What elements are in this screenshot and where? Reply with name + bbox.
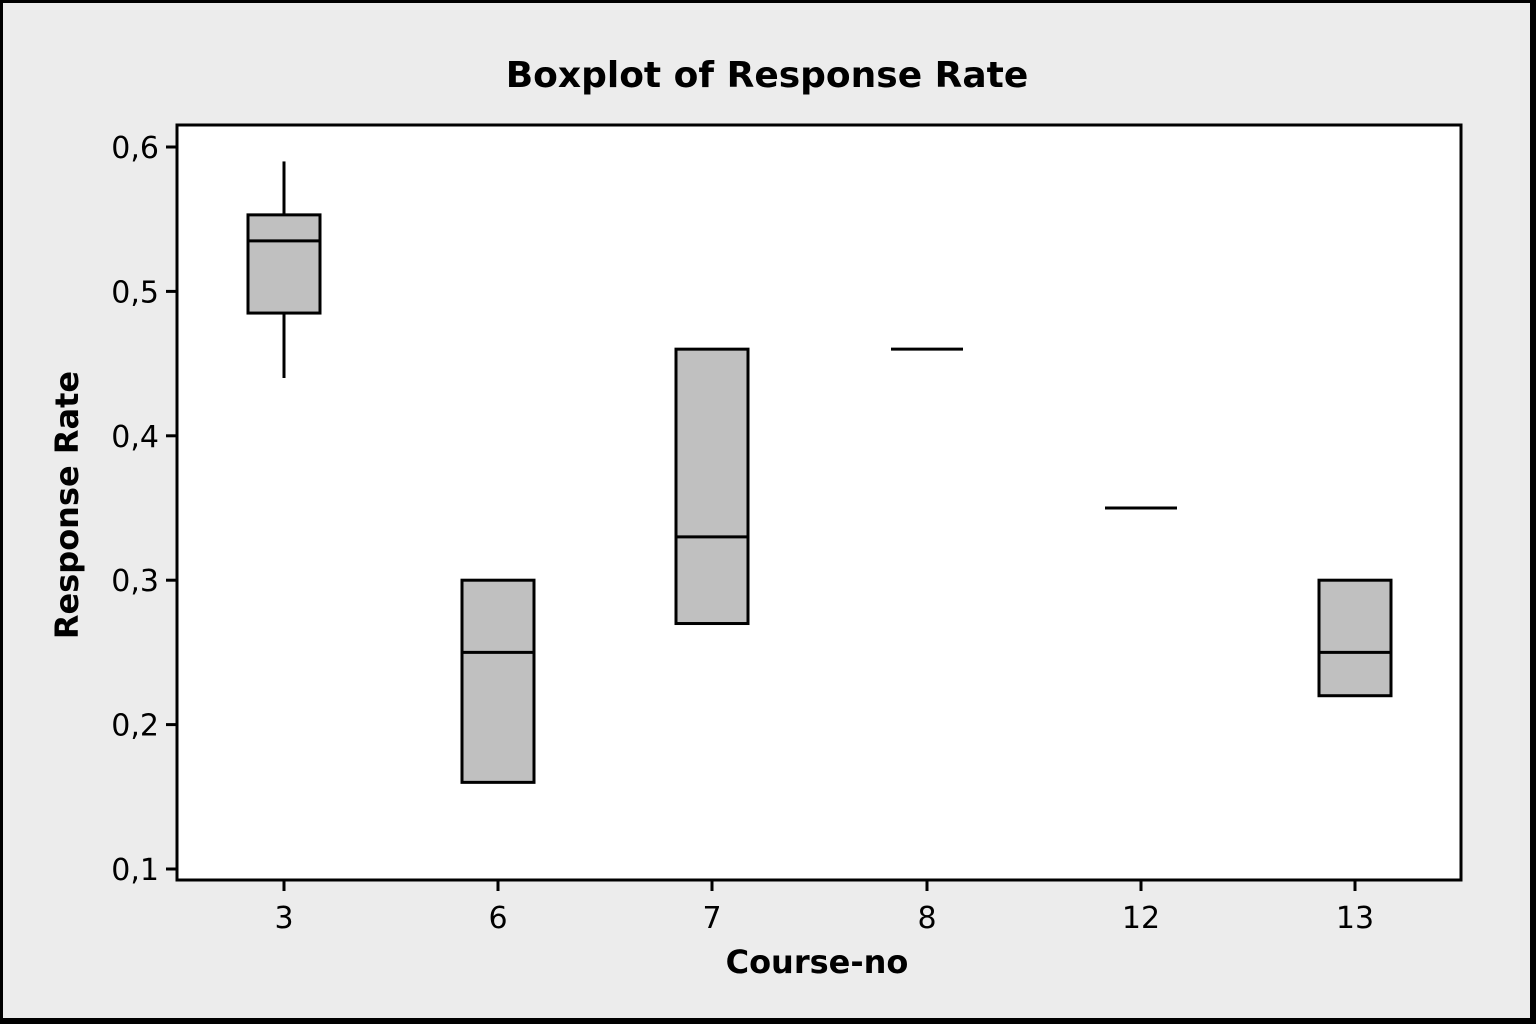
boxes-group: [246, 161, 1393, 784]
boxplot-chart: Boxplot of Response Rate 0,1 0,2 0,3 0,4 0,5…: [48, 55, 1463, 981]
x-tick-label: 13: [1336, 901, 1374, 936]
y-tick-label: 0,2: [111, 709, 159, 744]
y-axis-label: Response Rate: [48, 371, 86, 639]
box-iqr: [674, 347, 750, 626]
x-tick-label: 3: [274, 901, 293, 936]
x-axis: 3 6 7 8 12 13: [274, 880, 1374, 936]
x-axis-label: Course-no: [726, 943, 909, 981]
y-tick-label: 0,3: [111, 564, 159, 599]
box-iqr: [1317, 578, 1393, 698]
box-iqr: [246, 213, 322, 315]
y-tick-label: 0,5: [111, 275, 159, 310]
x-tick-label: 6: [488, 901, 507, 936]
plot-area: [175, 123, 1463, 882]
y-tick-label: 0,1: [111, 853, 159, 888]
y-tick-label: 0,6: [111, 131, 159, 166]
x-tick-label: 7: [702, 901, 721, 936]
chart-figure: Boxplot of Response Rate 0,1 0,2 0,3 0,4 0,5…: [3, 3, 1530, 1018]
x-tick-label: 12: [1122, 901, 1160, 936]
y-axis: 0,1 0,2 0,3 0,4 0,5 0,6: [111, 131, 177, 888]
x-tick-label: 8: [917, 901, 936, 936]
chart-title: Boxplot of Response Rate: [506, 55, 1029, 96]
box-iqr: [460, 578, 536, 784]
y-tick-label: 0,4: [111, 420, 159, 455]
